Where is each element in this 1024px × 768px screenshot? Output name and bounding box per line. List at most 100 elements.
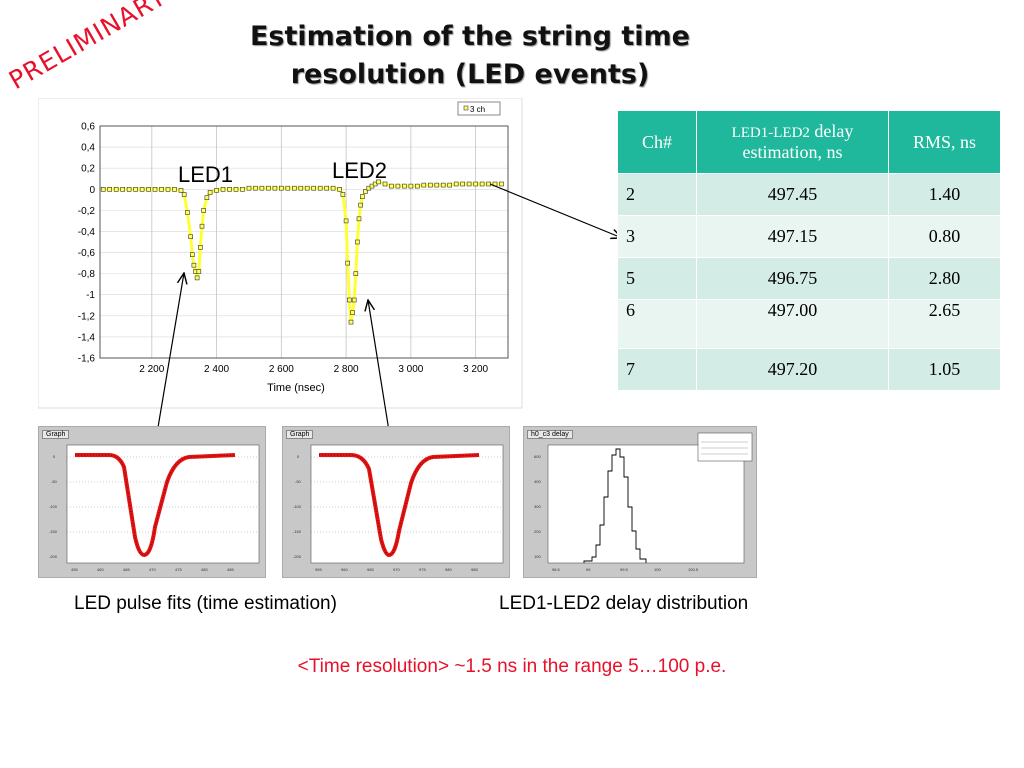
y-tick-label: -1,6 <box>78 354 96 365</box>
y-tick-label: 0,6 <box>81 122 95 133</box>
y-tick-label: 0,4 <box>81 143 95 154</box>
data-point <box>356 216 362 222</box>
data-point <box>198 245 203 250</box>
y-tick-label: -1 <box>86 290 95 301</box>
led1-fit-plot: 0 -50 -100 -150 -200 455 460 465 470 475 480 485 <box>49 444 260 572</box>
panel-tag: Graph <box>42 430 70 439</box>
svg-text:100.5: 100.5 <box>688 567 699 572</box>
data-point <box>172 187 177 192</box>
svg-text:100: 100 <box>534 554 541 559</box>
data-point <box>402 183 407 189</box>
data-point <box>304 185 310 191</box>
data-point <box>185 210 190 215</box>
svg-text:-200: -200 <box>49 554 58 559</box>
svg-text:480: 480 <box>201 567 208 572</box>
svg-text:-150: -150 <box>293 529 302 534</box>
y-tick-label: -1,2 <box>78 311 96 322</box>
panel-tag: h0_c3 delay <box>527 430 573 439</box>
data-point <box>421 182 427 188</box>
data-point <box>440 182 446 188</box>
data-point <box>214 188 219 193</box>
data-point <box>253 185 258 191</box>
led2-label: LED2 <box>332 158 387 183</box>
data-point <box>414 183 420 189</box>
data-point <box>181 192 187 197</box>
svg-text:100: 100 <box>654 567 661 572</box>
led2-fit-panel: Graph 0 -50 -100 -150 -200 955 960 965 970 975 98… <box>282 426 510 578</box>
x-tick-label: 2 600 <box>269 364 294 375</box>
y-tick-label: 0 <box>89 185 95 196</box>
stats-box <box>697 432 753 462</box>
data-point <box>146 187 151 192</box>
svg-text:485: 485 <box>227 567 234 572</box>
data-point <box>337 187 342 192</box>
x-axis-label: Time (nsec) <box>267 382 325 394</box>
svg-text:455: 455 <box>71 567 78 572</box>
data-point <box>178 188 184 193</box>
data-point <box>107 187 112 192</box>
x-tick-label: 2 800 <box>334 364 359 375</box>
x-tick-label: 2 400 <box>204 364 229 375</box>
svg-text:300: 300 <box>534 504 541 509</box>
delay-histogram-plot: 600 400 300 200 100 98.5 99 99.5 100 100.5 <box>534 432 753 572</box>
data-point <box>292 185 297 191</box>
svg-text:465: 465 <box>123 567 130 572</box>
data-point <box>207 190 213 195</box>
data-point <box>382 181 388 187</box>
plot-area <box>99 125 509 359</box>
svg-text:470: 470 <box>149 567 156 572</box>
x-tick-label: 3 000 <box>398 364 423 375</box>
x-tick-label: 3 200 <box>463 364 488 375</box>
table-header-row: Ch# LED1-LED2 delay estimation, ns RMS, … <box>617 110 1001 174</box>
data-point <box>330 185 336 191</box>
data-point <box>486 181 491 187</box>
svg-text:99.5: 99.5 <box>620 567 629 572</box>
header-ch: Ch# <box>617 110 697 174</box>
data-point <box>233 187 239 192</box>
data-point <box>227 187 232 192</box>
svg-text:-50: -50 <box>295 479 302 484</box>
data-point <box>165 187 171 192</box>
data-point <box>126 187 132 192</box>
delay-histogram-panel: h0_c3 delay 600 400 300 200 100 98.5 99 99.5 10… <box>523 426 757 578</box>
caption-pulse-fits: LED pulse fits (time estimation) <box>74 593 337 614</box>
header-delay: LED1-LED2 delay estimation, ns <box>696 110 889 174</box>
table-row: 7 497.20 1.05 <box>617 348 1001 391</box>
data-point <box>266 185 271 191</box>
data-point <box>343 218 349 224</box>
data-point <box>100 187 106 192</box>
table-row: 6 497.00 2.65 <box>617 299 1001 349</box>
data-point <box>139 187 145 192</box>
table-row: 2 497.45 1.40 <box>617 173 1001 216</box>
data-point <box>473 181 478 187</box>
data-point <box>345 260 351 266</box>
svg-text:-100: -100 <box>293 504 302 509</box>
chart-legend: 3 ch <box>457 101 501 116</box>
data-point <box>188 234 193 239</box>
data-point <box>466 181 472 187</box>
data-point <box>460 181 466 187</box>
data-point <box>447 182 453 188</box>
data-point <box>358 202 364 208</box>
svg-text:98.5: 98.5 <box>552 567 561 572</box>
y-tick-label: -0,6 <box>78 248 96 259</box>
data-point <box>272 185 278 191</box>
data-point <box>204 195 210 200</box>
data-point <box>220 187 226 192</box>
data-point <box>298 185 304 191</box>
svg-text:475: 475 <box>175 567 182 572</box>
y-axis-ticks: 0,6 0,4 0,2 0 -0,2 -0,4 -0,6 -0,8 -1 -1,2 -1,4 -1,6 <box>78 122 96 365</box>
results-table: Ch# LED1-LED2 delay estimation, ns RMS, … <box>617 110 1001 391</box>
data-point <box>395 183 401 189</box>
data-point <box>351 297 357 303</box>
svg-text:400: 400 <box>534 479 541 484</box>
svg-text:970: 970 <box>393 567 400 572</box>
data-point <box>285 185 291 191</box>
y-tick-label: -0,4 <box>78 227 96 238</box>
conclusion-text: <Time resolution> ~1.5 ns in the range 5… <box>297 656 727 677</box>
data-point <box>353 271 359 276</box>
data-point <box>240 187 245 192</box>
led2-fit-plot: 0 -50 -100 -150 -200 955 960 965 970 975 980 985 <box>293 444 504 572</box>
data-point <box>479 181 485 187</box>
data-point <box>190 252 195 257</box>
